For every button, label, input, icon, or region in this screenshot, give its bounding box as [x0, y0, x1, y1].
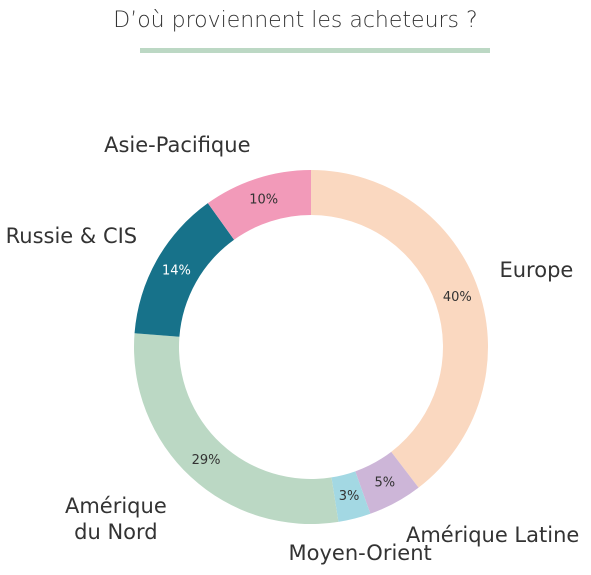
value-label: 14%: [162, 264, 191, 279]
category-label: Amérique Latine: [405, 522, 580, 547]
chart-title: D’où proviennent les acheteurs ?: [113, 8, 478, 33]
category-label: Europe: [499, 258, 574, 283]
donut-slice: [331, 471, 371, 522]
value-label: 5%: [374, 475, 395, 490]
category-label: Asie-Pacifique: [104, 132, 251, 157]
donut-slice: [207, 170, 311, 240]
donut-slice: [355, 451, 419, 514]
value-label: 29%: [192, 453, 221, 468]
title-underline: [140, 48, 490, 53]
value-label: 3%: [339, 489, 360, 504]
donut-slice: [133, 333, 339, 524]
donut-slice: [311, 170, 489, 488]
category-label: Russie & CIS: [5, 224, 138, 249]
value-label: 10%: [249, 192, 278, 207]
donut-slice: [134, 203, 235, 337]
category-label: Moyen-Orient: [288, 540, 432, 565]
category-label: Amérique du Nord: [64, 494, 167, 545]
value-label: 40%: [443, 290, 472, 305]
